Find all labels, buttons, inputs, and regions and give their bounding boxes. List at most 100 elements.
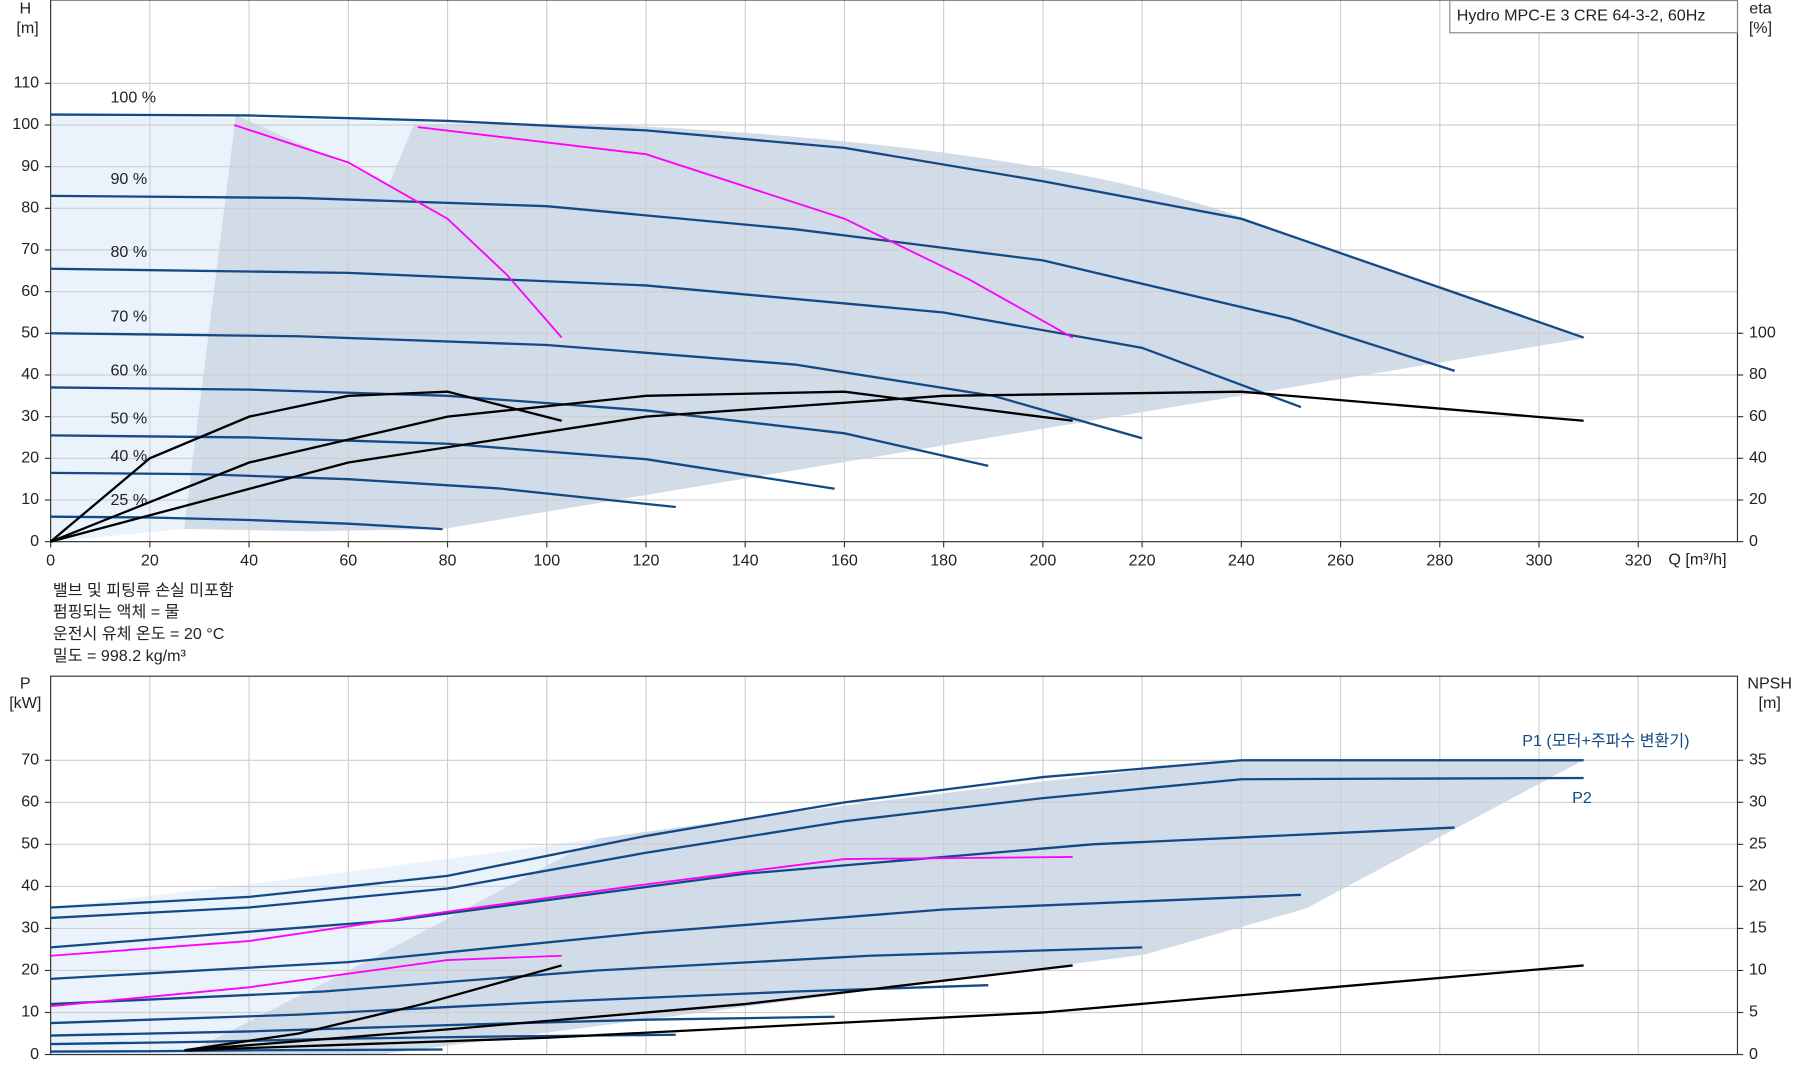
plot-frame <box>50 675 1739 1056</box>
plot-frame <box>50 0 1739 543</box>
operating-area <box>184 115 1586 532</box>
curve <box>49 390 562 543</box>
y-tick-label: 100 <box>12 115 39 133</box>
speed-label: 40 % <box>110 447 147 465</box>
y-tick-label: 20 <box>21 961 39 979</box>
curve <box>50 984 989 1025</box>
y-tick-label: 40 <box>21 365 39 383</box>
y-tick-label: 30 <box>21 919 39 937</box>
x-tick-label: 300 <box>1526 551 1553 569</box>
y2-tick-label: 100 <box>1749 324 1776 342</box>
y2-tick-label: 20 <box>1749 877 1767 895</box>
speed-label: 50 % <box>110 410 147 428</box>
x-tick-label: 80 <box>439 551 457 569</box>
x-tick-label: 180 <box>930 551 957 569</box>
note: 펌핑되는 액체 = 물 <box>53 603 180 621</box>
curve <box>50 1033 676 1046</box>
y-tick-label: 70 <box>21 751 39 769</box>
x-tick-label: 260 <box>1327 551 1354 569</box>
x-tick-label: 40 <box>240 551 258 569</box>
y2-tick-label: 10 <box>1749 961 1767 979</box>
y2-tick-label: 20 <box>1749 490 1767 508</box>
curve <box>50 1048 443 1053</box>
curve <box>50 194 1455 372</box>
y-tick-label: 80 <box>21 199 39 217</box>
curve <box>50 1015 835 1037</box>
curve <box>50 390 1073 543</box>
x-tick-label: 0 <box>46 551 55 569</box>
y2-tick-label: 5 <box>1749 1003 1758 1021</box>
y-tick-label: 40 <box>21 877 39 895</box>
y2-tick-label: 15 <box>1749 919 1767 937</box>
speed-label: 70 % <box>110 307 147 325</box>
curve <box>50 893 1301 981</box>
y2-axis-unit: [%] <box>1749 19 1772 37</box>
speed-label: 90 % <box>110 170 147 188</box>
curve <box>50 946 1143 1006</box>
x-tick-label: 200 <box>1029 551 1056 569</box>
curve <box>233 124 563 339</box>
y-tick-label: 20 <box>21 449 39 467</box>
y-axis-label: H <box>19 0 31 17</box>
curve <box>50 826 1455 949</box>
curve <box>50 434 835 490</box>
y2-axis-label: eta <box>1749 0 1771 17</box>
x-axis-label: Q [m³/h] <box>1668 550 1726 568</box>
y2-tick-label: 60 <box>1749 407 1767 425</box>
x-tick-label: 20 <box>141 551 159 569</box>
x-tick-label: 100 <box>533 551 560 569</box>
power-area <box>184 759 1586 1055</box>
curve <box>50 776 1584 920</box>
curve <box>184 964 1073 1052</box>
power-area-light <box>50 838 599 1055</box>
curve <box>184 964 1584 1052</box>
x-tick-label: 160 <box>831 551 858 569</box>
x-tick-label: 280 <box>1426 551 1453 569</box>
x-tick-label: 220 <box>1129 551 1156 569</box>
y-axis-unit: [kW] <box>9 694 41 712</box>
y-tick-label: 50 <box>21 835 39 853</box>
speed-label: 60 % <box>110 362 147 380</box>
y-tick-label: 110 <box>13 74 39 92</box>
x-tick-label: 140 <box>732 551 759 569</box>
operating-area-light <box>50 115 599 542</box>
y-tick-label: 60 <box>21 282 39 300</box>
y2-axis-label: NPSH <box>1747 675 1792 693</box>
curve <box>50 386 989 467</box>
y2-tick-label: 30 <box>1749 793 1767 811</box>
y2-tick-label: 0 <box>1749 1045 1758 1063</box>
curve <box>50 267 1302 409</box>
title-box <box>1449 0 1739 34</box>
x-tick-label: 240 <box>1228 551 1255 569</box>
curve <box>50 856 1073 957</box>
y2-tick-label: 35 <box>1749 751 1767 769</box>
y-tick-label: 50 <box>21 324 39 342</box>
speed-label: 80 % <box>110 243 147 261</box>
curve <box>50 759 1584 909</box>
y-tick-label: 60 <box>21 793 39 811</box>
y2-axis-unit: [m] <box>1759 694 1781 712</box>
legend-label: P2 <box>1572 789 1592 807</box>
curve <box>50 332 1143 440</box>
y-axis-unit: [m] <box>16 19 38 37</box>
curve <box>50 954 562 1008</box>
y2-tick-label: 40 <box>1749 449 1767 467</box>
note: 밀도 = 998.2 kg/m³ <box>53 647 187 665</box>
legend-label: P1 (모터+주파수 변환기) <box>1522 732 1689 750</box>
y-tick-label: 70 <box>21 240 39 258</box>
y-tick-label: 10 <box>21 1003 39 1021</box>
speed-label: 100 % <box>110 89 156 107</box>
y-tick-label: 90 <box>21 157 39 175</box>
curve <box>50 113 1585 339</box>
curve <box>417 126 1074 339</box>
y-tick-label: 0 <box>30 532 39 550</box>
note: 운전시 유체 온도 = 20 °C <box>53 625 225 643</box>
note: 밸브 및 피팅류 손실 미포함 <box>53 581 234 599</box>
y-tick-label: 10 <box>21 490 39 508</box>
curve <box>50 515 443 531</box>
x-tick-label: 60 <box>339 551 357 569</box>
y-tick-label: 30 <box>21 407 39 425</box>
x-tick-label: 320 <box>1625 551 1652 569</box>
curve <box>50 390 1584 543</box>
